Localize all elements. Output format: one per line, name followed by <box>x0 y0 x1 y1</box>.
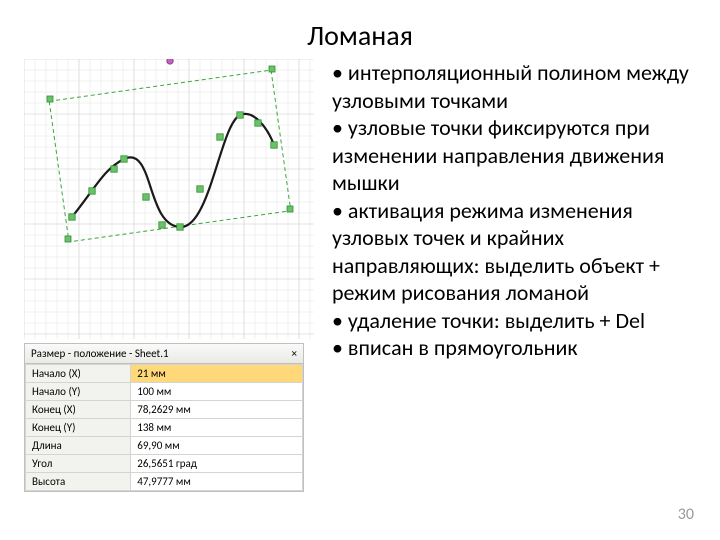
properties-table: Начало (X)21 ммНачало (Y)100 ммКонец (X)… <box>25 364 303 491</box>
prop-label: Конец (X) <box>26 401 131 419</box>
bullet-list: • интерполяционный полином между узловым… <box>332 59 702 492</box>
prop-label: Длина <box>26 437 131 455</box>
table-row: Высота47,9777 мм <box>26 473 303 491</box>
prop-value[interactable]: 21 мм <box>131 365 303 383</box>
prop-value[interactable]: 69,90 мм <box>131 437 303 455</box>
prop-value[interactable]: 138 мм <box>131 419 303 437</box>
page-title: Ломаная <box>0 0 720 59</box>
left-column: Размер - положение - Sheet.1 × Начало (X… <box>24 59 314 492</box>
curve-diagram <box>24 59 314 339</box>
bullet-item: • удаление точки: выделить + Del <box>332 307 702 335</box>
prop-label: Начало (Y) <box>26 383 131 401</box>
bullet-item: • активация режима изменения узловых точ… <box>332 197 702 307</box>
prop-value[interactable]: 47,9777 мм <box>131 473 303 491</box>
prop-label: Высота <box>26 473 131 491</box>
properties-panel: Размер - положение - Sheet.1 × Начало (X… <box>24 343 304 492</box>
close-icon[interactable]: × <box>292 348 297 359</box>
table-row: Конец (X)78,2629 мм <box>26 401 303 419</box>
prop-label: Начало (X) <box>26 365 131 383</box>
bullet-item: • интерполяционный полином между узловым… <box>332 59 702 114</box>
prop-value[interactable]: 78,2629 мм <box>131 401 303 419</box>
content-row: Размер - положение - Sheet.1 × Начало (X… <box>0 59 720 492</box>
bullet-item: • вписан в прямоугольник <box>332 334 702 362</box>
panel-header: Размер - положение - Sheet.1 × <box>25 344 303 364</box>
prop-label: Конец (Y) <box>26 419 131 437</box>
table-row: Начало (X)21 мм <box>26 365 303 383</box>
table-row: Длина69,90 мм <box>26 437 303 455</box>
table-row: Угол26,5651 град <box>26 455 303 473</box>
page-number: 30 <box>678 505 694 524</box>
bullet-item: • узловые точки фиксируются при изменени… <box>332 114 702 197</box>
table-row: Конец (Y)138 мм <box>26 419 303 437</box>
prop-value[interactable]: 26,5651 град <box>131 455 303 473</box>
panel-title: Размер - положение - Sheet.1 <box>31 347 169 360</box>
prop-value[interactable]: 100 мм <box>131 383 303 401</box>
prop-label: Угол <box>26 455 131 473</box>
table-row: Начало (Y)100 мм <box>26 383 303 401</box>
